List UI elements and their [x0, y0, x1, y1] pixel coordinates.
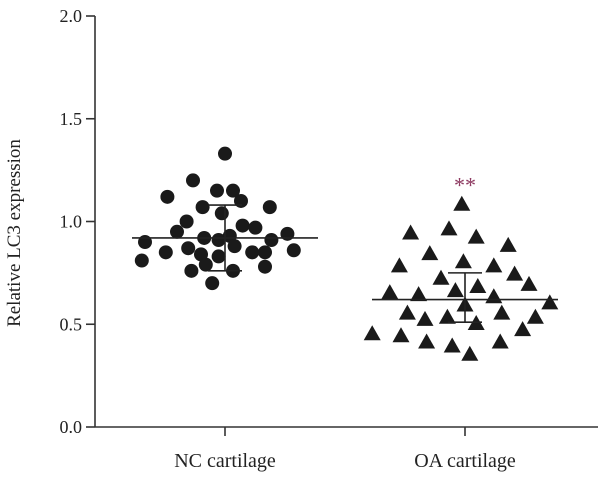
data-point	[245, 245, 260, 260]
data-point	[438, 308, 456, 324]
data-point	[446, 282, 464, 298]
x-axis: NC cartilage OA cartilage	[95, 426, 598, 472]
data-point	[227, 239, 242, 254]
data-point	[211, 232, 226, 247]
data-point	[514, 321, 532, 337]
data-groups: **	[132, 146, 559, 361]
data-point	[363, 325, 381, 341]
data-point	[469, 277, 487, 293]
data-point	[526, 308, 544, 324]
data-point	[195, 200, 210, 215]
data-point	[235, 218, 250, 233]
data-point	[181, 241, 196, 256]
y-axis: 0.0 0.5 1.0 1.5 2.0	[60, 6, 96, 437]
data-point	[454, 253, 472, 269]
data-point	[493, 304, 511, 320]
data-point	[184, 263, 199, 278]
data-point	[453, 195, 471, 211]
data-point	[264, 232, 279, 247]
data-point	[485, 257, 503, 273]
data-point	[214, 206, 229, 221]
data-point	[205, 276, 220, 291]
data-point	[416, 310, 434, 326]
y-tick-label: 1.5	[60, 109, 83, 129]
data-point	[421, 245, 439, 261]
data-point	[418, 333, 436, 349]
data-point	[485, 288, 503, 304]
data-point	[134, 253, 149, 268]
y-tick-label: 0.5	[60, 314, 83, 334]
group-nc-cartilage	[132, 146, 318, 291]
data-point	[211, 249, 226, 264]
data-point	[506, 265, 524, 281]
data-point	[226, 183, 240, 198]
group-oa-cartilage: **	[363, 172, 559, 361]
data-point	[170, 224, 184, 239]
y-tick-label: 0.0	[60, 417, 83, 437]
data-point	[402, 224, 420, 240]
data-point	[258, 245, 272, 260]
y-tick-label: 2.0	[60, 6, 83, 26]
data-point	[398, 304, 416, 320]
data-point	[520, 275, 538, 291]
data-point	[491, 333, 509, 349]
data-point	[218, 146, 232, 161]
data-point	[160, 189, 175, 204]
data-point	[467, 228, 485, 244]
data-point	[432, 269, 450, 285]
data-point	[443, 337, 461, 353]
data-point	[258, 259, 272, 274]
y-tick-label: 1.0	[60, 212, 83, 232]
data-point	[390, 257, 408, 273]
data-point	[248, 220, 263, 235]
data-point	[262, 200, 277, 215]
data-point	[158, 245, 173, 260]
data-point	[392, 327, 410, 343]
data-point	[440, 220, 458, 236]
data-point	[381, 284, 399, 300]
data-point	[410, 286, 428, 302]
data-point	[461, 345, 479, 361]
significance-label: **	[454, 172, 476, 197]
x-tick-label: NC cartilage	[174, 450, 276, 472]
data-point	[179, 214, 194, 229]
data-point	[499, 236, 517, 252]
data-point	[541, 294, 559, 310]
x-tick-label: OA cartilage	[414, 450, 516, 472]
data-point	[210, 183, 224, 198]
data-point	[186, 173, 200, 188]
y-axis-title: Relative LC3 expression	[4, 139, 25, 327]
data-point	[286, 243, 301, 258]
data-point	[198, 257, 213, 272]
